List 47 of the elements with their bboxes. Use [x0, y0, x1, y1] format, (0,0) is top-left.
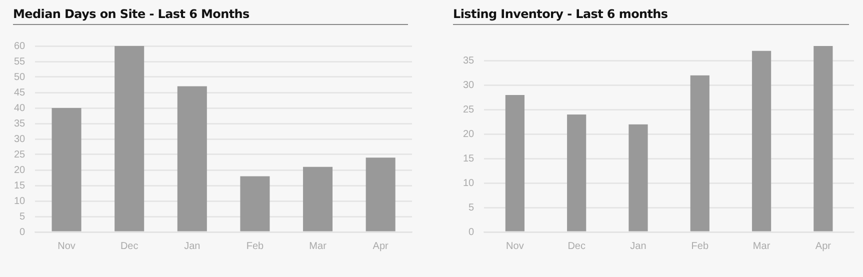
- y-tick-label: 55: [14, 56, 26, 68]
- bar: [114, 46, 144, 232]
- y-tick-label: 25: [14, 149, 26, 160]
- y-tick-label: 0: [20, 226, 26, 238]
- y-tick-label: 10: [14, 196, 26, 207]
- y-tick-label: 25: [463, 104, 475, 116]
- bar: [240, 176, 270, 232]
- bar: [752, 50, 772, 232]
- bar: [814, 46, 833, 232]
- y-tick-label: 50: [14, 72, 26, 83]
- x-tick-label: Nov: [58, 240, 76, 252]
- y-tick-label: 40: [14, 102, 26, 114]
- chart-title: Listing Inventory - Last 6 months: [453, 7, 849, 25]
- x-tick-label: Jan: [630, 240, 646, 252]
- chart-title: Median Days on Site - Last 6 Months: [13, 7, 408, 25]
- y-tick-label: 35: [463, 55, 475, 66]
- x-tick-label: Apr: [372, 240, 390, 252]
- x-tick-label: Feb: [691, 240, 709, 252]
- bar: [567, 114, 586, 232]
- x-tick-label: Dec: [568, 240, 586, 252]
- y-tick-label: 20: [14, 164, 26, 176]
- y-tick-label: 60: [14, 40, 26, 52]
- y-tick-label: 5: [20, 211, 26, 222]
- y-tick-label: 0: [468, 226, 475, 238]
- x-tick-label: Nov: [506, 240, 524, 252]
- x-tick-label: Apr: [815, 240, 832, 252]
- y-tick-label: 15: [463, 153, 475, 164]
- y-tick-label: 45: [14, 87, 26, 98]
- y-tick-label: 35: [14, 118, 26, 130]
- bar: [366, 158, 396, 232]
- bar: [303, 166, 333, 232]
- y-tick-label: 10: [463, 178, 475, 189]
- y-tick-label: 30: [14, 134, 26, 145]
- bar: [52, 108, 82, 232]
- bar: [505, 94, 524, 232]
- y-tick-label: 15: [14, 180, 26, 192]
- bar: [628, 124, 648, 232]
- x-tick-label: Dec: [120, 240, 138, 252]
- y-tick-label: 20: [463, 128, 475, 140]
- x-tick-label: Jan: [184, 240, 200, 252]
- bar: [177, 86, 207, 232]
- x-tick-label: Mar: [752, 240, 771, 252]
- bar: [690, 75, 710, 232]
- x-tick-label: Mar: [309, 240, 328, 252]
- y-tick-label: 5: [468, 202, 475, 214]
- y-tick-label: 30: [463, 80, 475, 91]
- x-tick-label: Feb: [246, 240, 264, 252]
